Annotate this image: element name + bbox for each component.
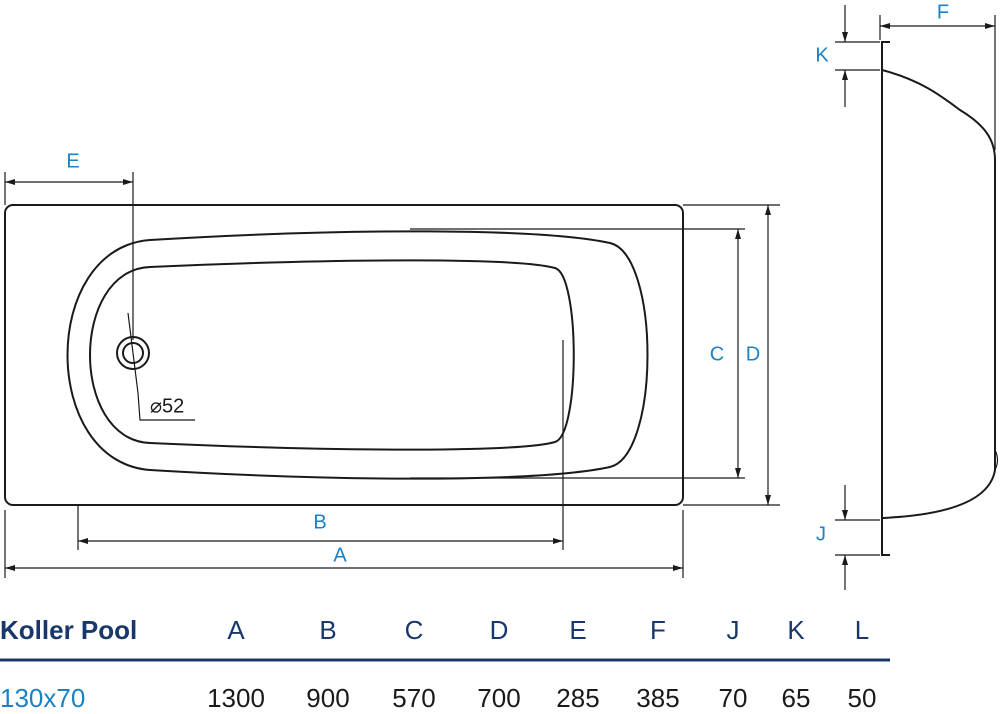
table: Koller Pool A B C D E F J K L 130x70 1300 900 570 700 2…: [0, 615, 876, 713]
table-cell: 70: [719, 683, 748, 713]
table-cell: 50: [848, 683, 877, 713]
table-cell: 285: [556, 683, 599, 713]
column-header: L: [855, 615, 869, 645]
side-view: [881, 41, 999, 556]
column-header: B: [319, 615, 336, 645]
table-cell: 1300: [207, 683, 265, 713]
table-cell: 65: [782, 683, 811, 713]
table-cell: 900: [306, 683, 349, 713]
column-header: C: [405, 615, 424, 645]
column-header: D: [490, 615, 509, 645]
dimension-label: J: [816, 523, 826, 545]
column-header: E: [569, 615, 586, 645]
column-header: A: [227, 615, 245, 645]
dimension-lines: [4, 5, 996, 590]
drain-label: ⌀52: [150, 395, 184, 417]
dimension-label: F: [937, 1, 949, 23]
dimension-label: E: [66, 150, 79, 172]
top-view: [4, 204, 684, 506]
dimension-label: B: [313, 511, 326, 533]
column-header: F: [650, 615, 666, 645]
table-cell: 570: [392, 683, 435, 713]
table-cell: 700: [477, 683, 520, 713]
dimension-label: A: [333, 544, 347, 566]
dimension-label: D: [746, 343, 760, 365]
column-header: K: [787, 615, 805, 645]
column-header: Koller Pool: [0, 615, 137, 645]
column-header: J: [727, 615, 740, 645]
dimension-label: C: [710, 343, 724, 365]
table-cell: 130x70: [0, 683, 85, 713]
table-cell: 385: [636, 683, 679, 713]
dimension-label: K: [815, 44, 829, 66]
